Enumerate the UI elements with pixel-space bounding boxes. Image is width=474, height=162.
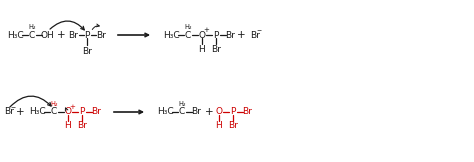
Text: C: C bbox=[179, 108, 185, 116]
Text: P: P bbox=[79, 108, 85, 116]
Text: Br: Br bbox=[91, 108, 101, 116]
Text: H₂: H₂ bbox=[184, 24, 192, 30]
Text: H₃C: H₃C bbox=[29, 108, 46, 116]
Text: H₂: H₂ bbox=[178, 101, 186, 107]
Text: Br: Br bbox=[82, 47, 92, 57]
Text: Br: Br bbox=[191, 108, 201, 116]
Text: C: C bbox=[29, 30, 35, 40]
Text: Br: Br bbox=[4, 108, 14, 116]
Text: +: + bbox=[57, 30, 65, 40]
Text: Br: Br bbox=[211, 45, 221, 53]
Text: Br: Br bbox=[225, 30, 235, 40]
Text: H₃C: H₃C bbox=[7, 30, 24, 40]
Text: Br: Br bbox=[77, 122, 87, 131]
Text: Br: Br bbox=[96, 30, 106, 40]
Text: +: + bbox=[237, 30, 246, 40]
Text: P: P bbox=[213, 30, 219, 40]
Text: H₃C: H₃C bbox=[157, 108, 173, 116]
Text: H: H bbox=[216, 122, 222, 131]
Text: −: − bbox=[10, 104, 16, 110]
Text: Br: Br bbox=[228, 122, 238, 131]
Text: P: P bbox=[84, 30, 90, 40]
Text: H: H bbox=[199, 45, 205, 53]
Text: OH: OH bbox=[40, 30, 54, 40]
Text: Br: Br bbox=[68, 30, 78, 40]
Text: H: H bbox=[64, 122, 72, 131]
Text: Br: Br bbox=[242, 108, 252, 116]
Text: +: + bbox=[69, 104, 75, 110]
Text: O: O bbox=[199, 30, 206, 40]
Text: C: C bbox=[51, 108, 57, 116]
Text: C: C bbox=[185, 30, 191, 40]
Text: +: + bbox=[205, 107, 213, 117]
Text: H₂: H₂ bbox=[28, 24, 36, 30]
Text: P: P bbox=[230, 108, 236, 116]
Text: Br: Br bbox=[250, 30, 260, 40]
Text: +: + bbox=[203, 27, 209, 33]
Text: H₃C: H₃C bbox=[163, 30, 180, 40]
Text: O: O bbox=[216, 108, 222, 116]
Text: +: + bbox=[16, 107, 24, 117]
Text: −: − bbox=[256, 28, 262, 33]
Text: O: O bbox=[64, 108, 72, 116]
Text: H₂: H₂ bbox=[50, 101, 58, 107]
